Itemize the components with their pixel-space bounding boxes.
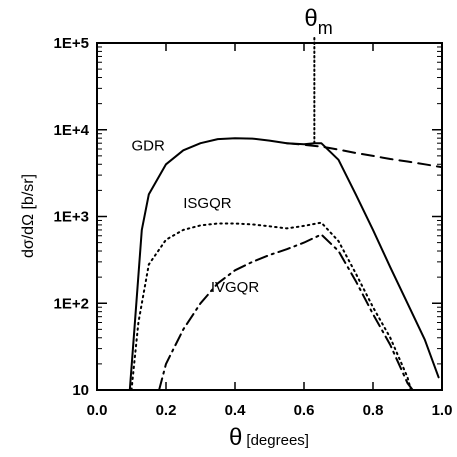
series-annotations: GDR ISGQR IVGQR: [132, 137, 260, 296]
x-tick-label: 0.4: [225, 402, 247, 419]
x-tick-label: 0.2: [156, 402, 177, 419]
series-lines: [128, 137, 443, 391]
theta-m-label: θm: [304, 5, 332, 38]
annotation-gdr: GDR: [132, 137, 166, 154]
y-tick-label: 1E+2: [54, 295, 89, 312]
y-axis-title: dσ/dΩ [b/sr]: [20, 174, 37, 258]
y-tick-label: 1E+4: [54, 122, 90, 139]
y-tick-label: 1E+3: [54, 209, 89, 226]
x-axis-title: θ [degrees]: [229, 424, 309, 451]
annotation-ivgqr: IVGQR: [211, 279, 260, 296]
x-tick-label: 0.8: [363, 402, 384, 419]
y-tick-label: 10: [72, 382, 89, 399]
annotation-isgqr: ISGQR: [183, 195, 232, 212]
gdr-series-line: [128, 137, 440, 391]
dashed-series-line: [285, 142, 443, 169]
x-tick-label: 0.6: [294, 402, 315, 419]
y-tick-label: 1E+5: [54, 35, 89, 52]
isgqr-series-line: [130, 221, 412, 391]
x-tick-label: 0.0: [87, 402, 108, 419]
ivgqr-series-line: [158, 233, 414, 391]
x-tick-label: 1.0: [432, 402, 453, 419]
ticks: 0.0 0.2 0.4 0.6 0.8 1.0 10 1E+2 1E+3 1E+4 1E+5: [54, 35, 453, 419]
